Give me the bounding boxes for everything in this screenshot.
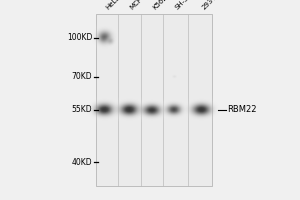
Text: 70KD: 70KD bbox=[72, 72, 92, 81]
Text: K562: K562 bbox=[152, 0, 168, 11]
Bar bbox=[96, 14, 212, 186]
Text: MCF7: MCF7 bbox=[129, 0, 147, 11]
Text: 55KD: 55KD bbox=[72, 105, 92, 114]
Text: RBM22: RBM22 bbox=[227, 105, 256, 114]
Text: SH-SY5Y: SH-SY5Y bbox=[174, 0, 199, 11]
Text: 40KD: 40KD bbox=[72, 158, 92, 167]
Text: 293T: 293T bbox=[201, 0, 218, 11]
Text: 100KD: 100KD bbox=[67, 33, 92, 42]
Text: HeLa: HeLa bbox=[104, 0, 121, 11]
